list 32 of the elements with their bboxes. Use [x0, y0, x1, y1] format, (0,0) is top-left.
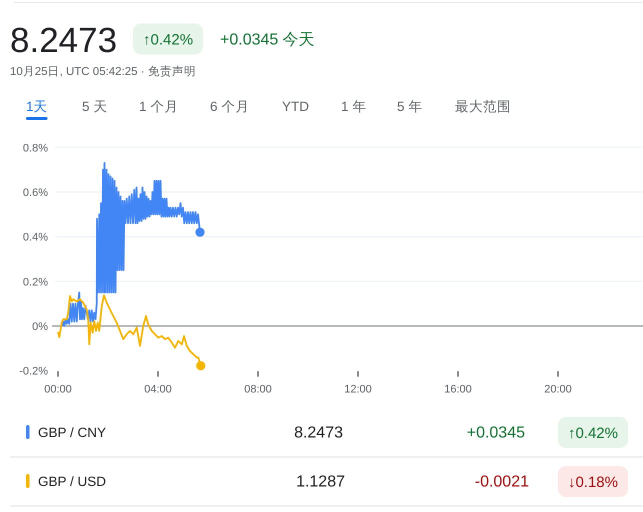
x-tick-label: 20:00	[544, 384, 572, 396]
y-tick-label: 0.6%	[22, 186, 48, 199]
annotation: +0.0345	[466, 424, 525, 442]
x-tick-label: 16:00	[444, 384, 472, 396]
badge-label: ↑0.42%	[143, 32, 194, 48]
annotation: +0.0345 今天	[220, 32, 315, 48]
title: 8.2473	[10, 21, 118, 60]
x-tick-label: 12:00	[344, 384, 372, 396]
annotation: 8.2473	[294, 424, 343, 442]
x-tick-label: 08:00	[244, 384, 272, 396]
legend-label: GBP / CNY	[38, 425, 106, 440]
annotation: -0.0021	[474, 474, 529, 490]
tab-label: 6 个月	[210, 99, 250, 114]
y-tick-label: 0.8%	[22, 142, 48, 154]
tab-label: YTD	[282, 99, 309, 114]
x-tick-label: 00:00	[44, 384, 72, 396]
subtitle: 10月25日, UTC 05:42:25 · 免责声明	[10, 66, 196, 78]
annotation: 1.1287	[296, 474, 345, 490]
tab-label-selected: 1天	[26, 99, 48, 114]
tab-label: 5 天	[82, 99, 108, 114]
badge-label: ↑0.42%	[568, 425, 618, 442]
tab-label: 5 年	[397, 99, 422, 114]
y-tick-label: -0.2%	[19, 366, 48, 378]
tab-label: 最大范围	[455, 99, 511, 114]
y-tick-label: 0%	[32, 321, 48, 334]
y-tick-label: 0.2%	[22, 276, 48, 288]
tab-label: 1 年	[341, 99, 366, 114]
y-tick-label: 0.4%	[22, 232, 48, 244]
x-tick-label: 04:00	[144, 384, 172, 396]
badge-label: ↓0.18%	[568, 474, 618, 491]
tab-label: 1 个月	[139, 99, 178, 114]
legend-label: GBP / USD	[38, 474, 106, 489]
